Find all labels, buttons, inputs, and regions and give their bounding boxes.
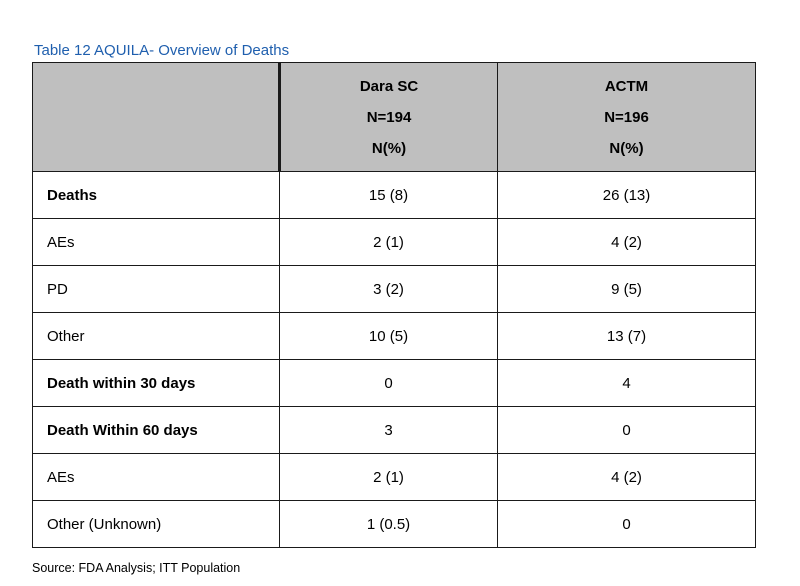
cell-actm: 13 (7) (497, 312, 756, 360)
header-dara-sc-unit: N(%) (371, 139, 407, 157)
header-actm-name: ACTM (604, 77, 649, 95)
row-label: Other (32, 312, 280, 360)
table-row: Death Within 60 days 3 0 (32, 406, 756, 454)
table-caption: Table 12 AQUILA- Overview of Deaths (34, 42, 290, 59)
cell-dara-sc: 3 (279, 406, 498, 454)
header-dara-sc-n: N=194 (366, 108, 412, 126)
header-row: Dara SC N=194 N(%) ACTM N=196 N(%) (32, 62, 756, 172)
cell-actm: 4 (2) (497, 218, 756, 266)
row-label: PD (32, 265, 280, 313)
row-label: Death Within 60 days (32, 406, 280, 454)
header-actm-unit: N(%) (609, 139, 644, 157)
cell-dara-sc: 15 (8) (279, 171, 498, 219)
cell-actm: 9 (5) (497, 265, 756, 313)
header-dara-sc-name: Dara SC (359, 77, 419, 95)
table-row: Other (Unknown) 1 (0.5) 0 (32, 500, 756, 548)
header-actm-n: N=196 (604, 108, 649, 126)
table-row: Death within 30 days 0 4 (32, 359, 756, 407)
header-cell-blank (32, 62, 281, 172)
cell-dara-sc: 2 (1) (279, 218, 498, 266)
header-cell-dara-sc: Dara SC N=194 N(%) (279, 62, 498, 172)
cell-actm: 0 (497, 406, 756, 454)
source-note: Source: FDA Analysis; ITT Population (32, 561, 241, 575)
deaths-table: Dara SC N=194 N(%) ACTM N=196 N(%) Death… (32, 62, 756, 548)
header-cell-actm: ACTM N=196 N(%) (497, 62, 756, 172)
cell-actm: 4 (497, 359, 756, 407)
cell-actm: 0 (497, 500, 756, 548)
table-row: Deaths 15 (8) 26 (13) (32, 171, 756, 219)
row-label: Death within 30 days (32, 359, 280, 407)
row-label: AEs (32, 453, 280, 501)
cell-actm: 4 (2) (497, 453, 756, 501)
table-body: Deaths 15 (8) 26 (13) AEs 2 (1) 4 (2) PD 3 (2) 9… (32, 171, 756, 548)
row-label: AEs (32, 218, 280, 266)
cell-dara-sc: 3 (2) (279, 265, 498, 313)
table-row: AEs 2 (1) 4 (2) (32, 453, 756, 501)
cell-actm: 26 (13) (497, 171, 756, 219)
row-label: Deaths (32, 171, 280, 219)
table-row: PD 3 (2) 9 (5) (32, 265, 756, 313)
cell-dara-sc: 10 (5) (279, 312, 498, 360)
table-row: AEs 2 (1) 4 (2) (32, 218, 756, 266)
row-label: Other (Unknown) (32, 500, 280, 548)
table-row: Other 10 (5) 13 (7) (32, 312, 756, 360)
cell-dara-sc: 0 (279, 359, 498, 407)
cell-dara-sc: 2 (1) (279, 453, 498, 501)
table-header: Dara SC N=194 N(%) ACTM N=196 N(%) (32, 62, 756, 172)
cell-dara-sc: 1 (0.5) (279, 500, 498, 548)
